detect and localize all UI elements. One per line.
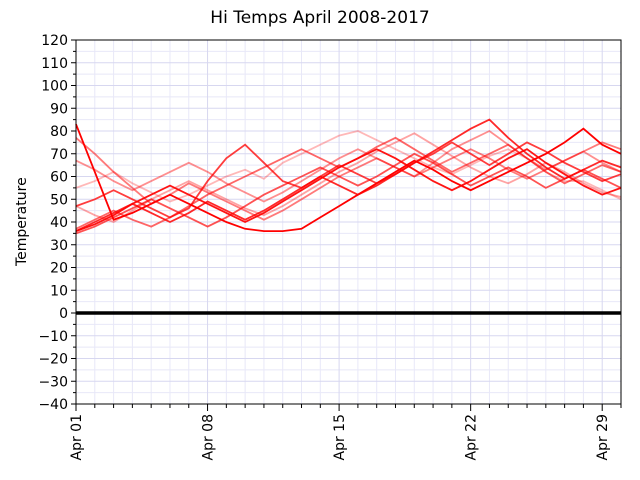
series-line-2017 [75, 123, 622, 233]
x-tick-label: Apr 01 [69, 414, 85, 460]
y-tick-label: 40 [50, 215, 68, 231]
y-tick-label: 100 [41, 79, 68, 95]
y-tick-label: 110 [41, 56, 68, 72]
y-tick-label: 10 [50, 283, 68, 299]
y-tick-label: 0 [59, 306, 68, 322]
x-tick-label: Apr 22 [464, 414, 480, 460]
y-tick-label: 90 [50, 101, 68, 117]
y-tick-label: 30 [50, 238, 68, 254]
series-line-2015 [75, 118, 622, 232]
x-tick-label: Apr 15 [332, 414, 348, 460]
y-tick-label: −20 [38, 352, 68, 368]
series-line-2009 [75, 132, 622, 223]
y-tick-label: 20 [50, 261, 68, 277]
y-tick-label: −10 [38, 329, 68, 345]
series-line-2016 [75, 148, 622, 232]
y-tick-label: 120 [41, 33, 68, 49]
chart-title: Hi Temps April 2008-2017 [210, 8, 430, 28]
x-tick-label: Apr 29 [595, 414, 611, 460]
y-tick-label: 70 [50, 147, 68, 163]
y-tick-label: 60 [50, 170, 68, 186]
y-tick-label: 50 [50, 192, 68, 208]
x-tick-label: Apr 08 [201, 414, 217, 460]
series-line-2014 [75, 141, 622, 219]
y-tick-label: −30 [38, 374, 68, 390]
y-tick-label: 80 [50, 124, 68, 140]
series-line-2013 [75, 152, 622, 235]
y-tick-label: −40 [38, 397, 68, 413]
